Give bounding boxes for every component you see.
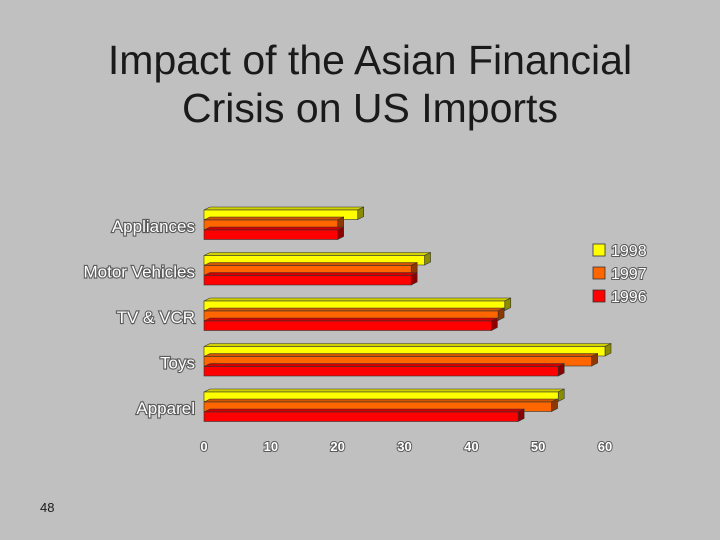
bar-1997-3 — [203, 353, 598, 367]
legend-swatch — [592, 289, 606, 303]
category-label: TV & VCR — [117, 308, 195, 327]
legend-item-1996: 1996 — [592, 288, 648, 307]
bar-1996-3 — [203, 363, 565, 377]
slide-title: Impact of the Asian Financial Crisis on … — [60, 36, 680, 132]
x-tick-label: 10 — [264, 439, 278, 454]
x-axis-tick-labels: 0 10 20 30 40 50 60 — [199, 438, 613, 455]
legend-swatch — [592, 266, 606, 280]
bar-1998-2 — [203, 297, 512, 311]
bar-1997-0 — [203, 216, 344, 230]
category-label: Motor Vehicles — [84, 263, 196, 282]
legend-label: 1996 — [611, 289, 647, 306]
bar-1996-4 — [203, 408, 525, 422]
bar-1996-0 — [203, 226, 344, 240]
bars-group — [203, 206, 612, 422]
bar-1996-2 — [203, 317, 498, 331]
category-label: Appliances — [112, 217, 195, 236]
bar-1998-3 — [203, 343, 612, 357]
page-number: 48 — [40, 500, 55, 515]
legend-label: 1998 — [611, 243, 647, 260]
x-tick-label: 0 — [200, 439, 207, 454]
x-tick-label: 30 — [397, 439, 411, 454]
legend-label: 1997 — [611, 266, 647, 283]
category-label: Apparel — [136, 399, 195, 418]
slide-title-line-1: Impact of the Asian Financial — [107, 37, 633, 83]
bar-1996-1 — [203, 272, 418, 286]
x-tick-label: 20 — [330, 439, 344, 454]
legend-item-1998: 1998 — [592, 242, 648, 261]
bar-1997-4 — [203, 398, 558, 412]
legend: 1998 1997 1996 — [592, 242, 648, 307]
bar-1998-4 — [203, 388, 565, 402]
x-tick-label: 40 — [464, 439, 478, 454]
category-labels: Appliances Motor Vehicles TV & VCR Toys Appa… — [82, 216, 196, 419]
slide-title-line-2: Crisis on US Imports — [182, 85, 558, 131]
bar-1997-2 — [203, 307, 505, 321]
bar-1998-1 — [203, 252, 431, 266]
category-label: Toys — [160, 354, 195, 373]
x-tick-label: 60 — [598, 439, 612, 454]
x-tick-label: 50 — [531, 439, 545, 454]
legend-swatch — [592, 243, 606, 257]
legend-item-1997: 1997 — [592, 265, 648, 284]
